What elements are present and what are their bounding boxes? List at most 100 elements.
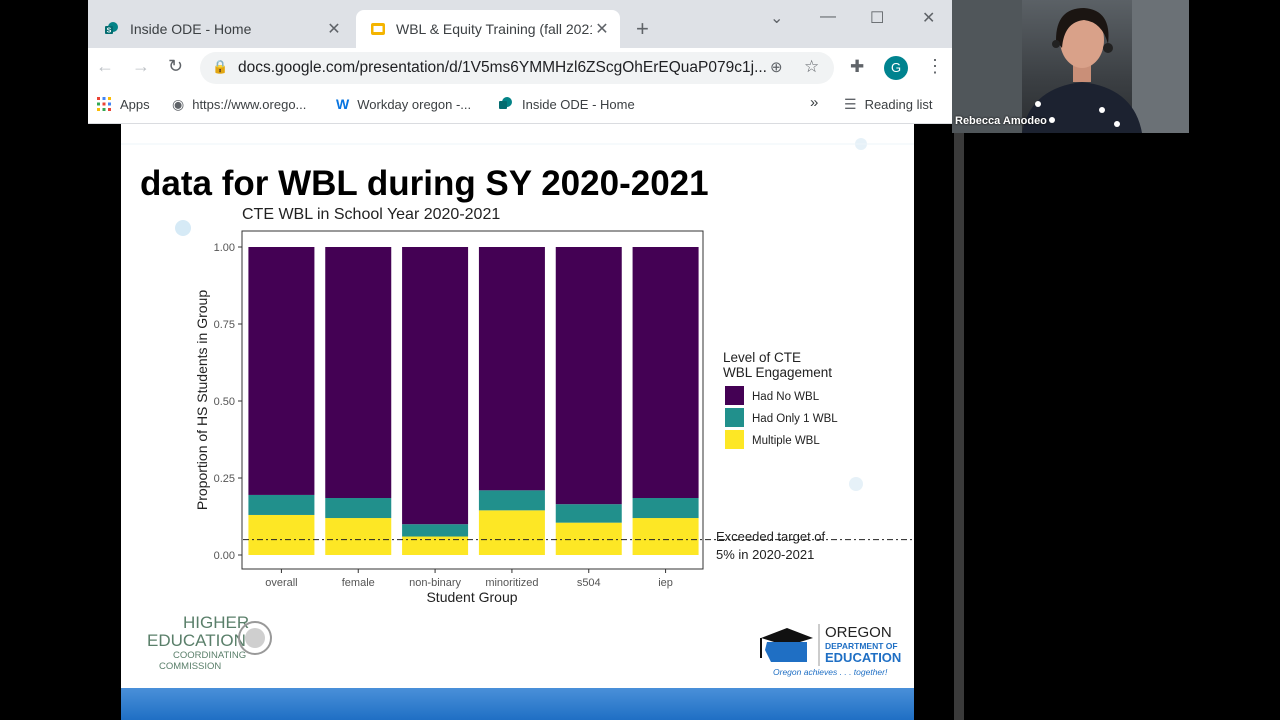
- x-tick-label: female: [342, 577, 375, 589]
- tab-title: Inside ODE - Home: [130, 21, 252, 37]
- tab-wbl-equity-training[interactable]: WBL & Equity Training (fall 2021) ✕: [356, 10, 620, 48]
- bar-segment-minoritized-had-no-wbl: [478, 247, 545, 491]
- close-tab-icon[interactable]: ✕: [327, 21, 341, 38]
- bar-segment-female-had-only-1-wbl: [325, 498, 392, 519]
- x-tick-label: iep: [658, 577, 673, 589]
- bar-segment-overall-multiple-wbl: [248, 514, 315, 555]
- reading-list-button[interactable]: ☰ Reading list: [844, 96, 933, 113]
- legend-swatch: [725, 408, 744, 427]
- legend-entry: Had Only 1 WBL: [752, 413, 838, 425]
- scrollbar[interactable]: [954, 133, 964, 720]
- bar-segment-s504-multiple-wbl: [555, 522, 622, 555]
- minimize-icon[interactable]: —: [820, 8, 836, 25]
- extensions-icon[interactable]: ✚: [850, 57, 865, 76]
- svg-text:S: S: [107, 28, 112, 35]
- hecc-logo-line1: HIGHER: [183, 613, 249, 632]
- legend-swatch: [725, 430, 744, 449]
- bookmarks-bar: Apps ◉ https://www.orego... W Workday or…: [88, 88, 952, 124]
- x-tick-label: minoritized: [485, 577, 538, 589]
- new-tab-icon[interactable]: +: [636, 16, 649, 41]
- google-slides-icon: [371, 23, 385, 35]
- legend-entry: Multiple WBL: [752, 435, 820, 447]
- webcam-feed: [952, 0, 1189, 133]
- legend: Level of CTE WBL Engagement Had No WBL Had…: [723, 350, 838, 449]
- reload-icon[interactable]: ↻: [168, 56, 184, 76]
- maximize-icon[interactable]: ☐: [870, 10, 885, 27]
- tab-strip: S Inside ODE - Home ✕ WBL & Equity Train…: [88, 0, 952, 48]
- participant-name: Rebecca Amodeo: [955, 115, 1047, 127]
- y-tick-label: 0.00: [214, 550, 235, 562]
- bookmarks-overflow-icon[interactable]: »: [810, 94, 819, 111]
- browser-window: S Inside ODE - Home ✕ WBL & Equity Train…: [88, 0, 952, 124]
- legend-entry: Had No WBL: [752, 391, 820, 403]
- bar-segment-s504-had-only-1-wbl: [555, 504, 622, 523]
- state-seal-icon: [238, 621, 272, 655]
- hecc-logo-line4: COMMISSION: [159, 661, 221, 672]
- lock-icon[interactable]: 🔒: [212, 59, 229, 74]
- apps-grid-icon: [97, 97, 111, 111]
- bar-segment-overall-had-no-wbl: [248, 247, 315, 495]
- x-axis-label: Student Group: [426, 589, 517, 605]
- x-tick-label: non-binary: [409, 577, 461, 589]
- slide-background-pattern: [121, 138, 914, 491]
- bookmark-label: https://www.orego...: [192, 97, 307, 112]
- chart-title: CTE WBL in School Year 2020-2021: [242, 206, 501, 223]
- zoom-icon[interactable]: ⊕: [770, 59, 783, 76]
- bar-segment-non-binary-had-only-1-wbl: [402, 524, 469, 537]
- ode-logo-line3: EDUCATION: [825, 650, 901, 665]
- slide-footer-bar: [121, 688, 914, 720]
- plot-panel: [241, 230, 704, 570]
- address-bar[interactable]: 🔒 docs.google.com/presentation/d/1V5ms6Y…: [200, 52, 834, 84]
- y-tick-label: 0.75: [214, 319, 235, 331]
- close-tab-icon[interactable]: ✕: [595, 21, 609, 38]
- hecc-logo-line2: EDUCATION: [147, 631, 246, 650]
- bar-segment-s504-had-no-wbl: [555, 247, 622, 505]
- participant-video: [952, 0, 1189, 133]
- bar-segment-minoritized-had-only-1-wbl: [478, 490, 545, 511]
- legend-title: Level of CTE WBL Engagement: [723, 350, 832, 380]
- bar-segment-overall-had-only-1-wbl: [248, 494, 315, 515]
- workday-icon: W: [336, 96, 350, 112]
- graduation-cap-icon: [761, 628, 813, 646]
- globe-icon: ◉: [172, 96, 185, 112]
- bar-segment-non-binary-had-no-wbl: [402, 247, 469, 525]
- reading-list-icon: ☰: [844, 96, 857, 112]
- hecc-logo: HIGHER EDUCATION COORDINATING COMMISSION: [147, 613, 272, 672]
- x-tick-label: s504: [577, 577, 601, 589]
- sharepoint-icon: S: [105, 22, 118, 35]
- reading-list-label: Reading list: [864, 97, 933, 112]
- stacked-bar-chart: 0.00 0.25 0.50 0.75 1.00 overall female non-bi…: [194, 230, 914, 605]
- sharepoint-icon: [499, 97, 512, 109]
- y-axis-label: Proportion of HS Students in Group: [194, 290, 210, 510]
- ode-logo-line1: OREGON: [825, 624, 892, 641]
- tab-inside-ode[interactable]: S Inside ODE - Home ✕: [90, 10, 352, 48]
- profile-avatar[interactable]: G: [884, 56, 908, 80]
- target-annotation: Exceeded target of 5% in 2020-2021: [716, 529, 826, 562]
- forward-icon[interactable]: →: [132, 56, 150, 76]
- menu-icon[interactable]: ⋮: [926, 56, 944, 76]
- tab-search-icon[interactable]: ⌄: [770, 10, 784, 27]
- bookmark-inside-ode[interactable]: Inside ODE - Home: [498, 96, 635, 112]
- back-icon[interactable]: ←: [96, 56, 114, 76]
- legend-swatch: [725, 386, 744, 405]
- ode-logo-tagline: Oregon achieves . . . together!: [773, 667, 888, 677]
- bookmark-workday[interactable]: W Workday oregon -...: [336, 96, 471, 112]
- close-window-icon[interactable]: ✕: [922, 10, 936, 27]
- bar-segment-iep-multiple-wbl: [632, 518, 699, 555]
- presentation-slide: data for WBL during SY 2020-2021 CTE WBL…: [121, 124, 914, 720]
- bookmark-star-icon[interactable]: ☆: [804, 57, 820, 76]
- bar-segment-iep-had-only-1-wbl: [632, 498, 699, 519]
- bar-segment-minoritized-multiple-wbl: [478, 510, 545, 555]
- tab-title: WBL & Equity Training (fall 2021): [396, 21, 592, 37]
- ode-logo-line2: DEPARTMENT OF: [825, 641, 898, 651]
- toolbar: ← → ↻ 🔒 docs.google.com/presentation/d/1…: [88, 48, 952, 88]
- bar-segment-female-multiple-wbl: [325, 518, 392, 555]
- url-text[interactable]: docs.google.com/presentation/d/1V5ms6YMM…: [238, 59, 767, 76]
- oregon-map-icon: [765, 642, 807, 662]
- y-tick-label: 0.25: [214, 473, 235, 485]
- bookmark-oregon[interactable]: ◉ https://www.orego...: [172, 96, 306, 113]
- bookmark-apps[interactable]: Apps: [96, 96, 150, 112]
- bookmark-label: Apps: [120, 96, 150, 112]
- bookmark-label: Workday oregon -...: [357, 96, 472, 112]
- bar-segment-non-binary-multiple-wbl: [402, 536, 469, 555]
